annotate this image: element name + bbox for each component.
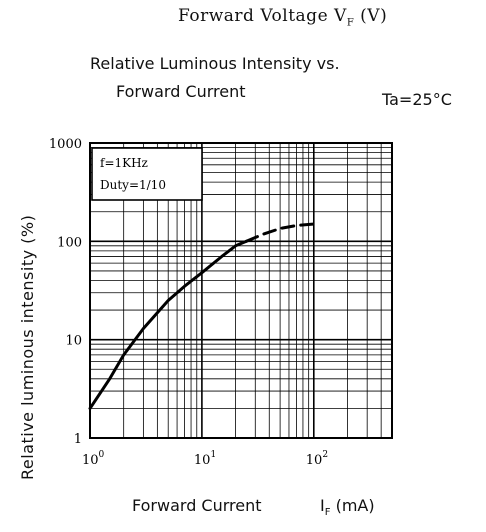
legend-frame bbox=[91, 147, 203, 201]
y-tick-label: 1000 bbox=[49, 137, 82, 152]
x-tick-label: 100 bbox=[82, 450, 105, 468]
y-tick-label: 10 bbox=[65, 334, 82, 349]
top-caption-text: Forward Voltage V bbox=[178, 6, 347, 26]
chart-title-line1: Relative Luminous Intensity vs. bbox=[90, 54, 340, 73]
legend-box: f=1KHz Duty=1/10 bbox=[91, 147, 203, 201]
plot-frame bbox=[89, 142, 393, 439]
x-unit-subscript: F bbox=[324, 507, 331, 519]
series-line-solid bbox=[88, 239, 248, 410]
y-tick-labels: 1 10 100 1000 bbox=[49, 137, 82, 447]
x-tick-labels: 100 101 102 bbox=[82, 450, 328, 468]
series-line-dashed bbox=[244, 222, 316, 243]
y-tick-label: 100 bbox=[57, 235, 82, 250]
chart-title-line2: Forward Current bbox=[116, 82, 246, 101]
y-tick-label: 1 bbox=[74, 432, 82, 447]
x-unit-symbol: I bbox=[320, 496, 325, 515]
top-caption-subscript: F bbox=[346, 17, 355, 29]
top-caption-unit: (V) bbox=[360, 6, 388, 26]
top-caption: Forward Voltage VF (V) bbox=[178, 6, 387, 28]
x-axis-label: Forward Current bbox=[132, 496, 262, 515]
legend-entry: f=1KHz bbox=[100, 156, 148, 170]
legend-entry: Duty=1/10 bbox=[100, 178, 166, 192]
data-series bbox=[88, 222, 316, 410]
x-tick-label: 101 bbox=[194, 450, 216, 468]
x-axis-unit: IF (mA) bbox=[320, 496, 375, 518]
x-unit-suffix: (mA) bbox=[335, 496, 375, 515]
x-tick-label: 102 bbox=[306, 450, 328, 468]
temperature-condition: Ta=25°C bbox=[382, 90, 452, 109]
